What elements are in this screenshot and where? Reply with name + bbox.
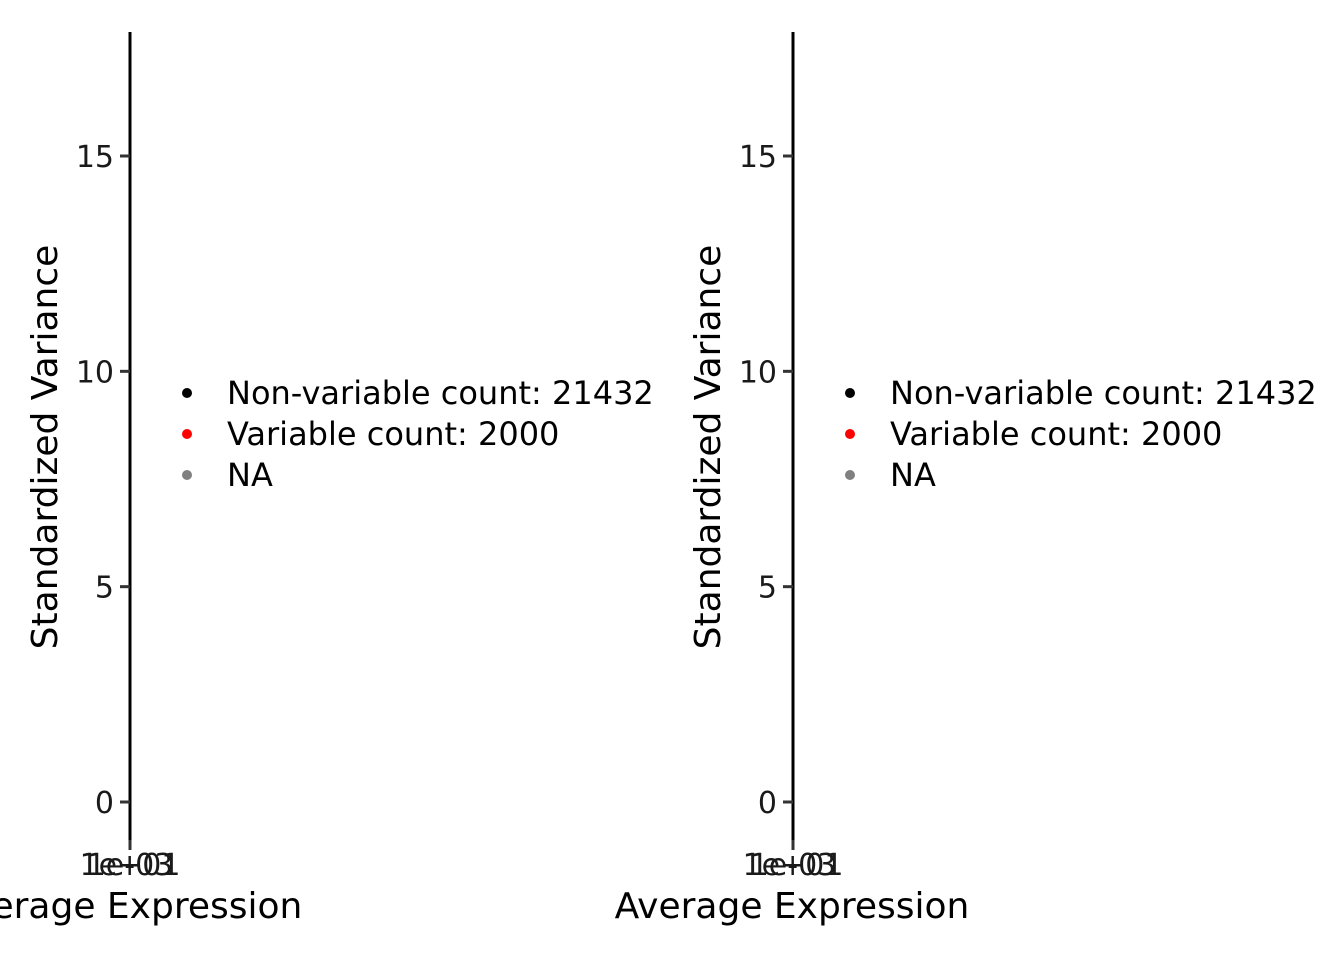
x-tick-label: 1e+01	[80, 848, 181, 883]
legend-label: NA	[890, 456, 936, 494]
legend-label: Non-variable count: 21432	[890, 374, 1317, 412]
y-axis-title: Standardized Variance	[688, 245, 729, 650]
x-tick-label: 1e-03	[87, 848, 174, 883]
legend-marker	[845, 388, 855, 398]
y-tick-label: 15	[739, 140, 777, 175]
y-tick-label: 5	[758, 571, 777, 606]
y-tick-label: 15	[76, 140, 114, 175]
y-tick-label: 0	[758, 786, 777, 821]
y-axis-title: Standardized Variance	[25, 245, 66, 650]
y-tick-label: 0	[95, 786, 114, 821]
y-tick-label: 10	[739, 355, 777, 390]
legend-marker	[845, 429, 855, 439]
legend-marker	[182, 429, 192, 439]
legend-marker	[182, 470, 192, 480]
x-axis-title: Average Expression	[0, 886, 302, 927]
x-axis-title: Average Expression	[615, 886, 970, 927]
x-tick-label: 1e+01	[743, 848, 844, 883]
legend-label: NA	[227, 456, 273, 494]
y-tick-label: 10	[76, 355, 114, 390]
legend-marker	[845, 470, 855, 480]
legend-label: Variable count: 2000	[227, 415, 559, 453]
legend-marker	[182, 388, 192, 398]
legend-label: Non-variable count: 21432	[227, 374, 654, 412]
legend-label: Variable count: 2000	[890, 415, 1222, 453]
y-tick-label: 5	[95, 571, 114, 606]
x-tick-label: 1e-03	[750, 848, 837, 883]
